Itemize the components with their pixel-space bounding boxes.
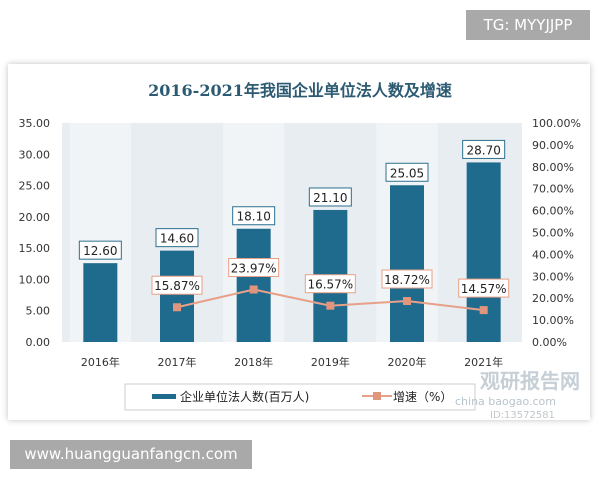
- bar: [83, 263, 118, 342]
- x-tick-label: 2019年: [311, 355, 350, 369]
- bar-label: 14.60: [160, 232, 194, 246]
- right-tick-label: 60.00%: [532, 205, 574, 218]
- right-tick-label: 50.00%: [532, 227, 574, 240]
- growth-label-box: [228, 258, 280, 278]
- bar-label: 18.10: [236, 210, 270, 224]
- bar-label-box: [78, 240, 122, 260]
- growth-point: [173, 303, 181, 312]
- bar: [236, 228, 271, 342]
- bar-label-box: [308, 187, 352, 207]
- growth-label-box: [304, 274, 356, 294]
- right-tick-label: 80.00%: [532, 161, 574, 174]
- right-tick-label: 0.00%: [532, 336, 567, 349]
- logo-watermark-sub: china baogao.com: [455, 395, 556, 408]
- growth-label: 16.57%: [307, 278, 353, 292]
- left-tick-label: 0.00: [26, 336, 51, 349]
- right-tick-label: 100.00%: [532, 117, 581, 130]
- growth-label: 23.97%: [231, 262, 277, 276]
- left-tick-label: 30.00: [19, 148, 51, 161]
- x-tick-label: 2018年: [234, 355, 273, 369]
- bar-label-box: [232, 206, 276, 226]
- left-tick-label: 20.00: [19, 211, 51, 224]
- bar: [160, 250, 194, 342]
- bar-label: 21.10: [313, 191, 347, 205]
- left-tick-label: 5.00: [26, 305, 51, 318]
- bar-label: 25.05: [390, 166, 424, 180]
- right-tick-label: 90.00%: [532, 139, 574, 152]
- watermark-bottom: www.huangguanfangcn.com: [10, 440, 252, 469]
- right-tick-label: 40.00%: [532, 248, 574, 261]
- bar-label-box: [462, 139, 506, 159]
- bar-label: 28.70: [466, 143, 500, 157]
- x-tick-label: 2016年: [81, 355, 120, 369]
- bar: [466, 162, 501, 342]
- legend-line-label: 增速（%）: [393, 390, 452, 404]
- growth-label-box: [381, 269, 433, 289]
- legend-box: [124, 383, 476, 411]
- bar-label-box: [155, 228, 199, 248]
- right-tick-label: 20.00%: [532, 292, 574, 305]
- right-tick-label: 30.00%: [532, 270, 574, 283]
- growth-point: [249, 285, 258, 294]
- bar: [390, 185, 424, 342]
- left-tick-label: 25.00: [19, 180, 51, 193]
- growth-label: 14.57%: [461, 282, 507, 296]
- legend-bar-swatch: [152, 394, 176, 399]
- legend-bar-label: 企业单位法人数(百万人): [180, 389, 309, 404]
- left-tick-label: 35.00: [19, 117, 51, 130]
- bar-label: 12.60: [83, 244, 117, 258]
- logo-watermark-id: ID:13572581: [490, 410, 555, 421]
- right-tick-label: 70.00%: [532, 183, 574, 196]
- bar-label-box: [385, 162, 429, 182]
- growth-point: [479, 306, 488, 315]
- growth-point: [403, 297, 411, 306]
- growth-label-box: [151, 275, 203, 295]
- right-tick-label: 10.00%: [532, 314, 574, 327]
- chart-title: 2016-2021年我国企业单位法人数及增速: [148, 81, 452, 100]
- watermark-top: TG: MYYJJPP: [466, 10, 590, 40]
- growth-point: [326, 301, 335, 310]
- growth-label: 18.72%: [384, 273, 430, 287]
- left-tick-label: 15.00: [19, 242, 51, 255]
- legend-line-marker: [373, 392, 381, 400]
- left-tick-label: 10.00: [19, 273, 51, 286]
- growth-label: 15.87%: [154, 279, 200, 293]
- logo-watermark: 观研报告网: [480, 369, 580, 393]
- x-tick-label: 2020年: [388, 355, 427, 369]
- growth-label-box: [458, 278, 510, 298]
- x-tick-label: 2021年: [464, 355, 503, 369]
- x-tick-label: 2017年: [158, 355, 197, 369]
